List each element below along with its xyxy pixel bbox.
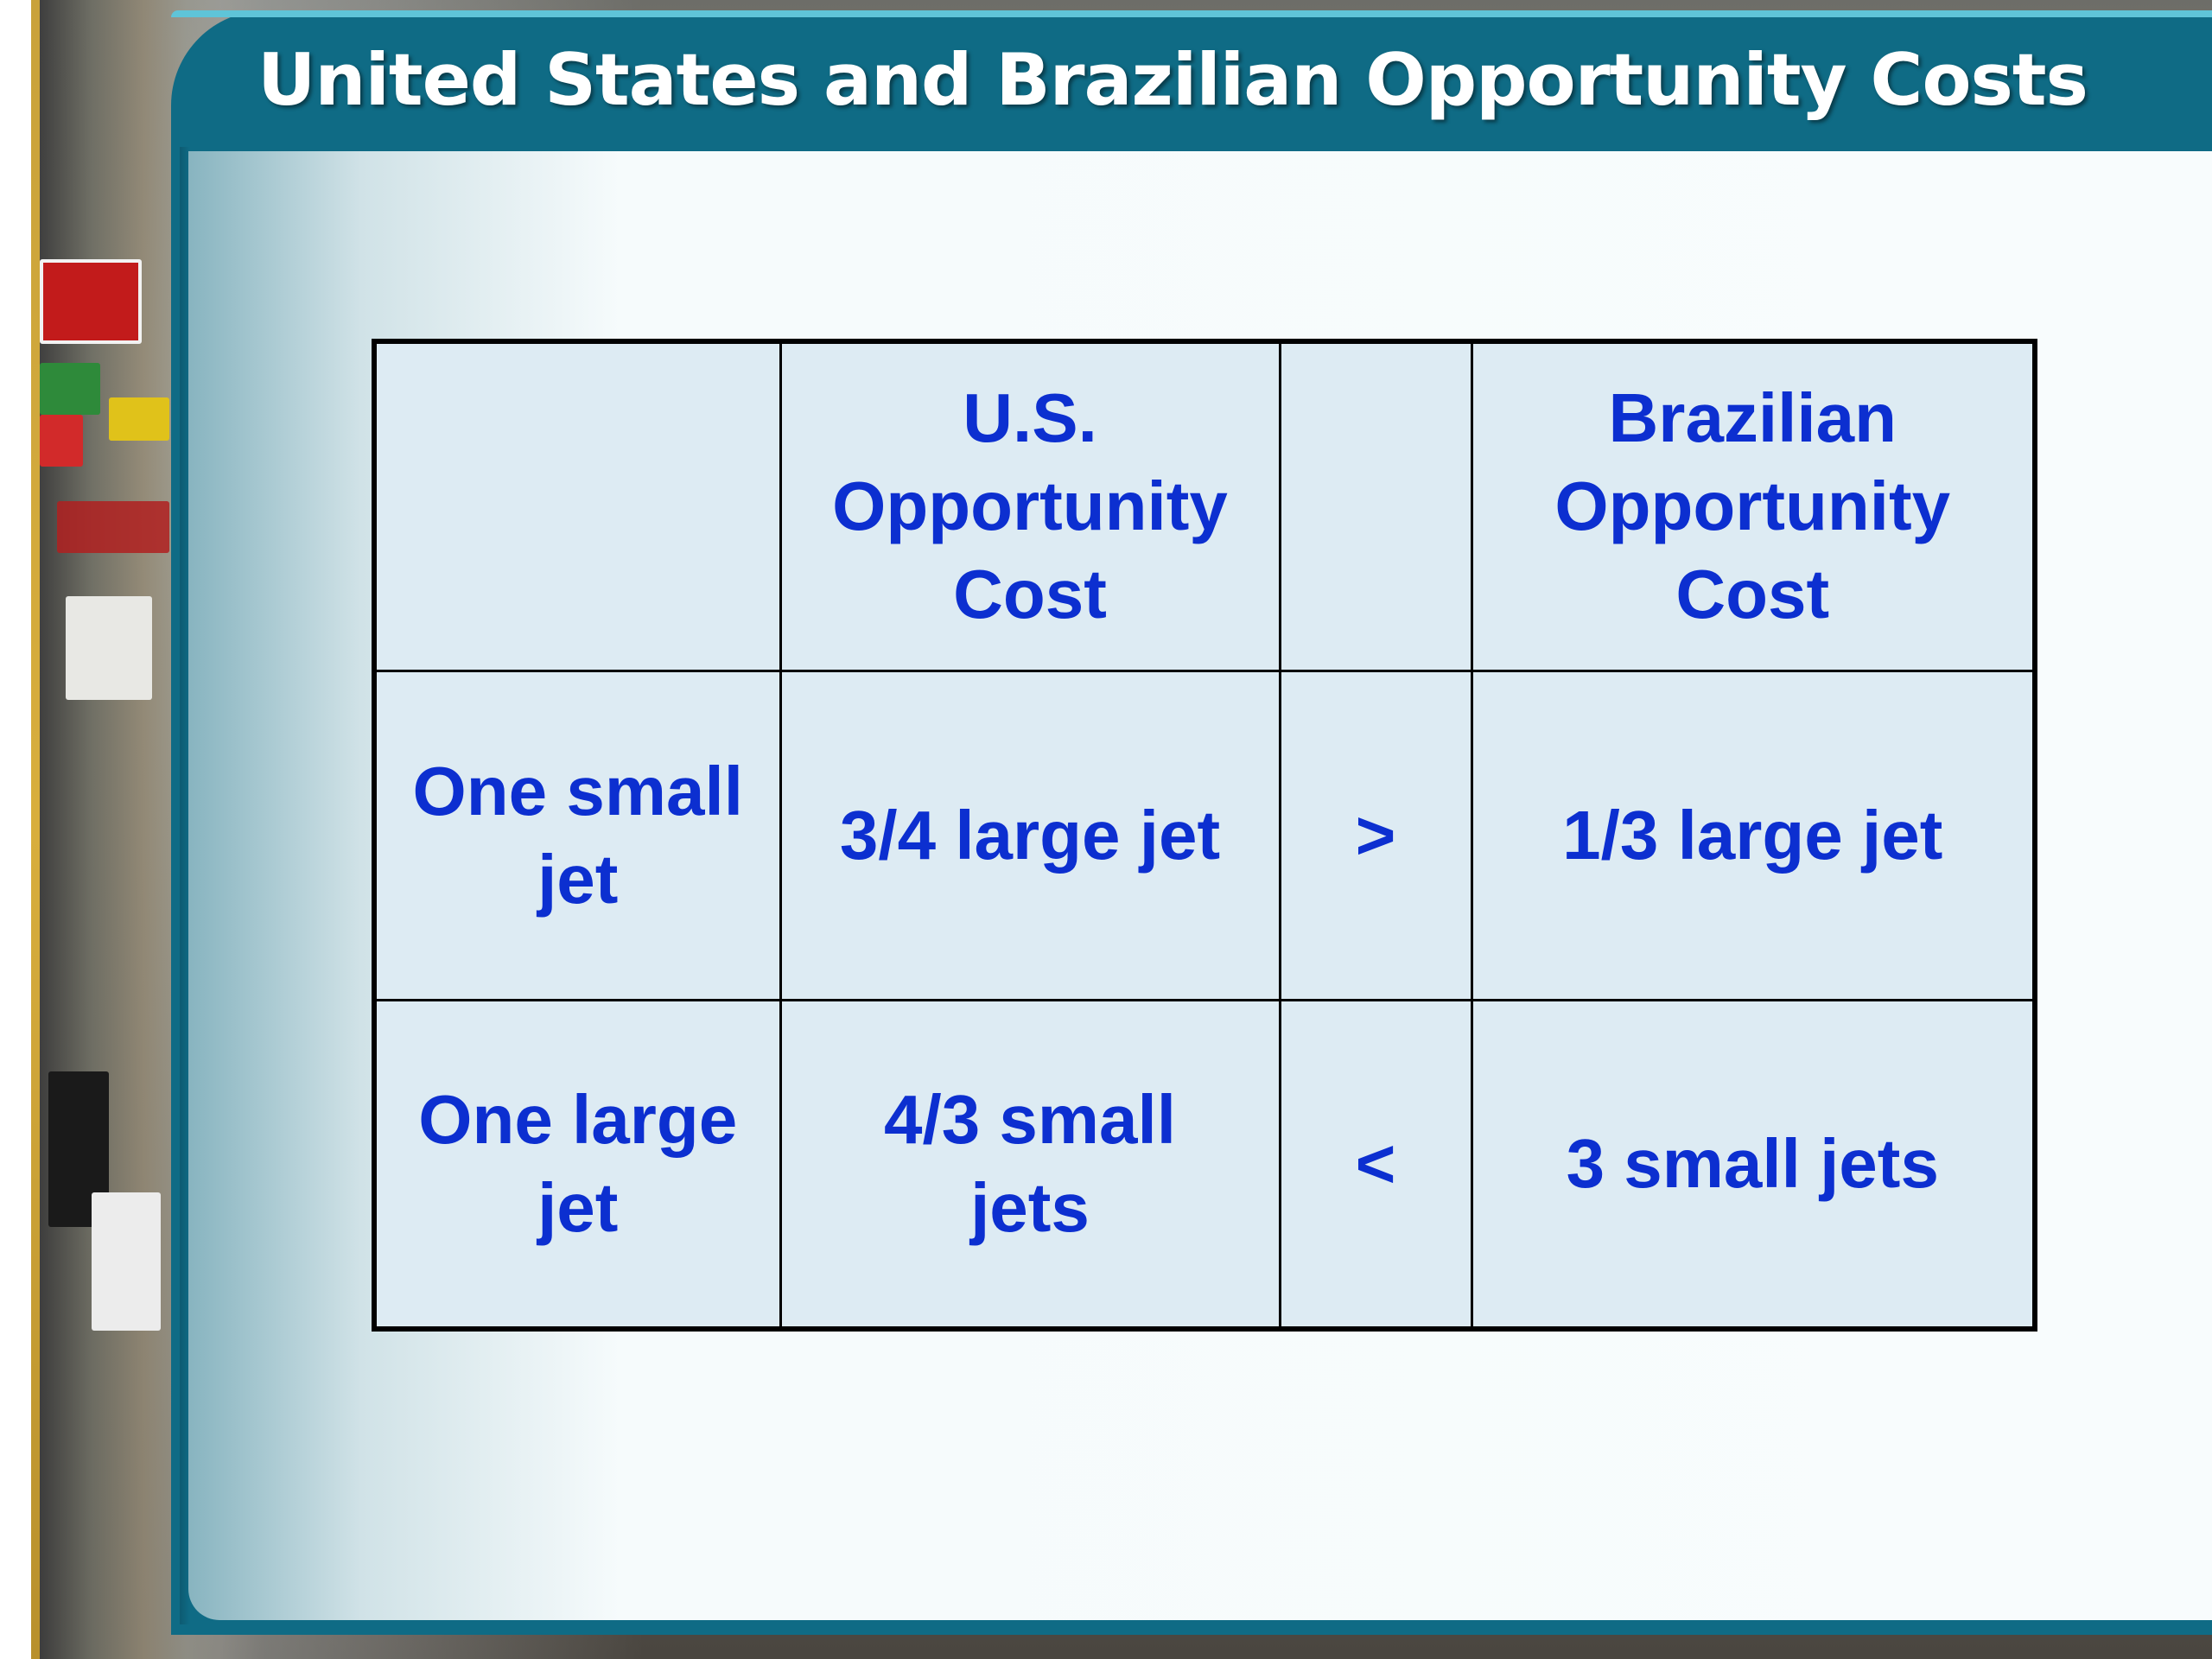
table-header-row: U.S. Opportunity Cost Brazilian Opportun… bbox=[372, 340, 2037, 672]
photo-pedestrian-white bbox=[92, 1192, 161, 1331]
header-brazilian-opportunity-cost: Brazilian Opportunity Cost bbox=[1470, 340, 2037, 672]
row-label-line2: jet bbox=[537, 840, 619, 918]
row-label-large-jet: One large jet bbox=[372, 998, 782, 1331]
us-cost-line2: jets bbox=[970, 1168, 1090, 1246]
header-br-line3: Cost bbox=[1675, 556, 1830, 633]
opportunity-cost-table: U.S. Opportunity Cost Brazilian Opportun… bbox=[372, 339, 2037, 1332]
row-label-small-jet: One small jet bbox=[372, 669, 782, 1001]
header-br-line2: Opportunity bbox=[1554, 467, 1951, 545]
photo-sign-green bbox=[40, 363, 100, 415]
us-cost-line1: 4/3 small bbox=[883, 1080, 1176, 1158]
header-us-line1: U.S. bbox=[963, 379, 1097, 457]
row-label-line1: One large bbox=[418, 1080, 738, 1158]
header-us-line3: Cost bbox=[953, 556, 1107, 633]
photo-vehicle bbox=[66, 596, 152, 700]
slide-frame-highlight bbox=[171, 10, 2212, 17]
slide-title: United States and Brazilian Opportunity … bbox=[257, 38, 2088, 122]
header-blank-cell bbox=[372, 340, 782, 672]
row-label-line2: jet bbox=[537, 1168, 619, 1246]
photo-sign-red-small bbox=[40, 415, 83, 467]
table-row: One small jet 3/4 large jet > 1/3 large … bbox=[372, 669, 2037, 1001]
gold-accent-strip bbox=[31, 0, 40, 1659]
comparison-less-than: < bbox=[1278, 998, 1473, 1331]
us-cost-small-jet: 3/4 large jet bbox=[779, 669, 1281, 1001]
photo-sign-neon bbox=[57, 501, 169, 553]
table-row: One large jet 4/3 small jets < 3 small j… bbox=[372, 998, 2037, 1331]
us-cost-large-jet: 4/3 small jets bbox=[779, 998, 1281, 1331]
header-br-line1: Brazilian bbox=[1608, 379, 1897, 457]
row-label-line1: One small bbox=[412, 752, 743, 830]
panel-shadow bbox=[180, 147, 190, 1624]
photo-sign-yellow bbox=[109, 397, 169, 441]
header-us-opportunity-cost: U.S. Opportunity Cost bbox=[779, 340, 1281, 672]
header-comparison-blank bbox=[1278, 340, 1473, 672]
comparison-greater-than: > bbox=[1278, 669, 1473, 1001]
header-us-line2: Opportunity bbox=[832, 467, 1228, 545]
br-cost-large-jet: 3 small jets bbox=[1470, 998, 2037, 1331]
br-cost-small-jet: 1/3 large jet bbox=[1470, 669, 2037, 1001]
photo-sign-red bbox=[40, 259, 142, 344]
